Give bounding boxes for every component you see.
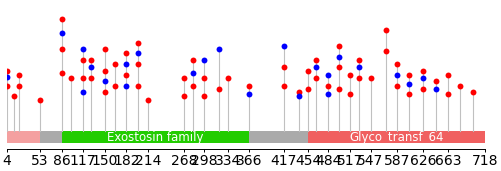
Point — [214, 88, 222, 90]
Point — [382, 50, 390, 53]
Point — [355, 66, 363, 69]
Bar — [7, 131, 40, 143]
Point — [101, 69, 109, 72]
Point — [122, 74, 130, 76]
Point — [393, 63, 401, 65]
Point — [101, 48, 109, 50]
Point — [180, 95, 188, 98]
Bar — [62, 131, 249, 143]
Point — [79, 91, 87, 94]
Point — [419, 77, 427, 80]
Point — [335, 55, 343, 58]
Point — [280, 66, 288, 69]
Point — [134, 41, 142, 44]
Point — [444, 74, 452, 76]
Point — [245, 84, 254, 87]
Bar — [7, 131, 485, 143]
Point — [280, 84, 288, 87]
Point — [367, 77, 375, 80]
Point — [335, 88, 343, 90]
Point — [3, 69, 11, 72]
Point — [122, 52, 130, 55]
Point — [15, 84, 23, 87]
Text: Exostosin family: Exostosin family — [108, 131, 204, 144]
Point — [58, 18, 66, 20]
Point — [200, 58, 208, 61]
Text: Glyco_transf_64: Glyco_transf_64 — [349, 131, 444, 144]
Point — [405, 82, 413, 85]
Point — [88, 58, 96, 61]
Point — [324, 93, 332, 96]
Point — [312, 77, 320, 80]
Point — [58, 32, 66, 34]
Bar — [308, 131, 485, 143]
Point — [382, 28, 390, 31]
Point — [295, 91, 303, 94]
Point — [304, 88, 312, 90]
Point — [101, 80, 109, 83]
Point — [312, 66, 320, 69]
Point — [393, 74, 401, 76]
Point — [355, 77, 363, 80]
Point — [180, 77, 188, 80]
Point — [58, 48, 66, 50]
Point — [122, 84, 130, 87]
Point — [405, 74, 413, 76]
Point — [3, 84, 11, 87]
Point — [88, 66, 96, 69]
Point — [355, 58, 363, 61]
Point — [10, 95, 18, 98]
Point — [469, 91, 477, 94]
Point — [335, 44, 343, 47]
Point — [88, 77, 96, 80]
Point — [419, 69, 427, 72]
Point — [214, 48, 222, 50]
Point — [347, 93, 355, 96]
Point — [304, 69, 312, 72]
Point — [122, 63, 130, 65]
Point — [101, 91, 109, 94]
Point — [432, 88, 440, 90]
Point — [324, 74, 332, 76]
Point — [335, 66, 343, 69]
Point — [295, 95, 303, 98]
Point — [200, 95, 208, 98]
Point — [15, 74, 23, 76]
Point — [347, 74, 355, 76]
Point — [393, 84, 401, 87]
Point — [79, 58, 87, 61]
Point — [444, 93, 452, 96]
Point — [111, 63, 119, 65]
Point — [144, 98, 152, 101]
Point — [324, 84, 332, 87]
Point — [79, 48, 87, 50]
Point — [200, 77, 208, 80]
Point — [189, 71, 197, 74]
Point — [79, 77, 87, 80]
Point — [405, 93, 413, 96]
Point — [312, 58, 320, 61]
Point — [3, 76, 11, 78]
Point — [58, 71, 66, 74]
Point — [432, 80, 440, 83]
Point — [36, 98, 44, 101]
Point — [68, 77, 76, 80]
Point — [134, 52, 142, 55]
Point — [134, 63, 142, 65]
Point — [419, 88, 427, 90]
Point — [455, 84, 463, 87]
Point — [189, 58, 197, 61]
Point — [189, 84, 197, 87]
Point — [245, 93, 254, 96]
Point — [134, 84, 142, 87]
Point — [111, 84, 119, 87]
Point — [280, 44, 288, 47]
Point — [224, 77, 232, 80]
